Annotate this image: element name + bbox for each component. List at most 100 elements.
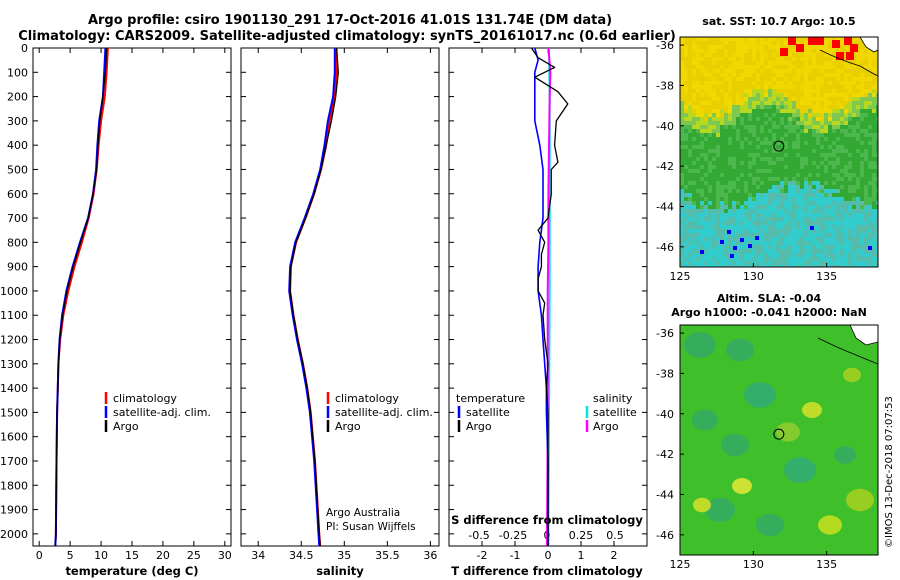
sst-cell — [740, 161, 744, 165]
sst-cell — [768, 257, 772, 261]
sst-cell — [680, 53, 684, 57]
sst-cell — [876, 97, 878, 101]
sst-cell — [756, 229, 760, 233]
sst-cell — [768, 133, 772, 137]
sst-cell — [740, 193, 744, 197]
sst-cell — [828, 73, 832, 77]
sst-cell — [868, 169, 872, 173]
sst-cell — [760, 117, 764, 121]
sst-cell — [828, 101, 832, 105]
sst-cell — [848, 109, 852, 113]
sst-cell — [844, 109, 848, 113]
sst-cell — [864, 201, 868, 205]
sst-map-frame — [679, 36, 879, 268]
sst-cell — [712, 193, 716, 197]
sst-cell — [816, 61, 820, 65]
sst-cell — [736, 205, 740, 209]
sst-cell — [848, 129, 852, 133]
sst-cell — [696, 213, 700, 217]
sst-cell — [812, 177, 816, 181]
sst-cell — [828, 57, 832, 61]
sst-cell — [832, 257, 836, 261]
sst-cell — [832, 129, 836, 133]
sst-cell — [864, 153, 868, 157]
sst-cell — [804, 101, 808, 105]
sst-cell — [768, 121, 772, 125]
sst-cell — [776, 261, 780, 265]
sst-cell — [740, 185, 744, 189]
sst-cell — [772, 205, 776, 209]
sst-cell — [716, 165, 720, 169]
sst-cell — [876, 225, 878, 229]
sst-cell — [716, 217, 720, 221]
sst-cell — [732, 213, 736, 217]
sst-cell — [720, 209, 724, 213]
sst-cell — [708, 241, 712, 245]
sst-cell — [704, 49, 708, 53]
sst-cell — [692, 101, 696, 105]
sst-cell — [728, 37, 732, 41]
sst-cell — [784, 117, 788, 121]
sst-cell — [716, 125, 720, 129]
sst-cell — [704, 69, 708, 73]
sst-cell — [700, 77, 704, 81]
sst-cell — [836, 77, 840, 81]
sst-cell — [772, 89, 776, 93]
sst-cell — [792, 113, 796, 117]
sst-cell — [784, 125, 788, 129]
sst-cell — [756, 153, 760, 157]
sst-cell — [792, 65, 796, 69]
sst-cell — [756, 245, 760, 249]
sst-cell — [852, 129, 856, 133]
sst-cell — [808, 253, 812, 257]
sst-cell — [740, 157, 744, 161]
sst-cell — [812, 145, 816, 149]
sst-cell — [744, 173, 748, 177]
sst-cell — [736, 165, 740, 169]
map-y-tick-label: -38 — [656, 367, 674, 380]
sst-cell — [780, 121, 784, 125]
depth-axis: 0100200300400500600700800900100011001200… — [0, 42, 647, 541]
sst-cell — [800, 125, 804, 129]
sst-cell — [816, 137, 820, 141]
sst-cell — [784, 93, 788, 97]
sst-cell — [852, 137, 856, 141]
sst-cell — [820, 217, 824, 221]
sst-cell — [844, 257, 848, 261]
sst-cell — [768, 45, 772, 49]
sst-cell — [744, 229, 748, 233]
sst-cell — [828, 93, 832, 97]
pi-text: PI: Susan Wijffels — [326, 521, 416, 533]
sst-cell — [820, 125, 824, 129]
sst-cell — [780, 81, 784, 85]
sst-cell — [820, 249, 824, 253]
sst-cell — [788, 253, 792, 257]
sst-cell — [796, 241, 800, 245]
sst-cell — [876, 197, 878, 201]
sst-cell — [772, 181, 776, 185]
sst-cell — [704, 77, 708, 81]
sst-cell — [752, 217, 756, 221]
sla-map-title: Altim. SLA: -0.04 — [717, 292, 822, 305]
sst-cell — [748, 193, 752, 197]
sst-cell — [852, 185, 856, 189]
sst-cell — [816, 229, 820, 233]
sst-cell — [716, 109, 720, 113]
sst-cell — [864, 121, 868, 125]
sst-cell — [804, 241, 808, 245]
sst-cell — [744, 45, 748, 49]
map-y-tick-label: -44 — [656, 488, 674, 501]
sst-cell — [852, 93, 856, 97]
sst-cell — [684, 133, 688, 137]
sst-cell — [832, 113, 836, 117]
sst-cell — [808, 265, 812, 267]
sst-cell — [780, 249, 784, 253]
sst-cell — [736, 249, 740, 253]
sst-cell — [812, 141, 816, 145]
sst-cell — [716, 113, 720, 117]
sst-cell — [708, 181, 712, 185]
sst-cell — [728, 61, 732, 65]
sla-blob — [744, 382, 776, 408]
sst-cell — [680, 129, 684, 133]
sst-cell — [788, 109, 792, 113]
